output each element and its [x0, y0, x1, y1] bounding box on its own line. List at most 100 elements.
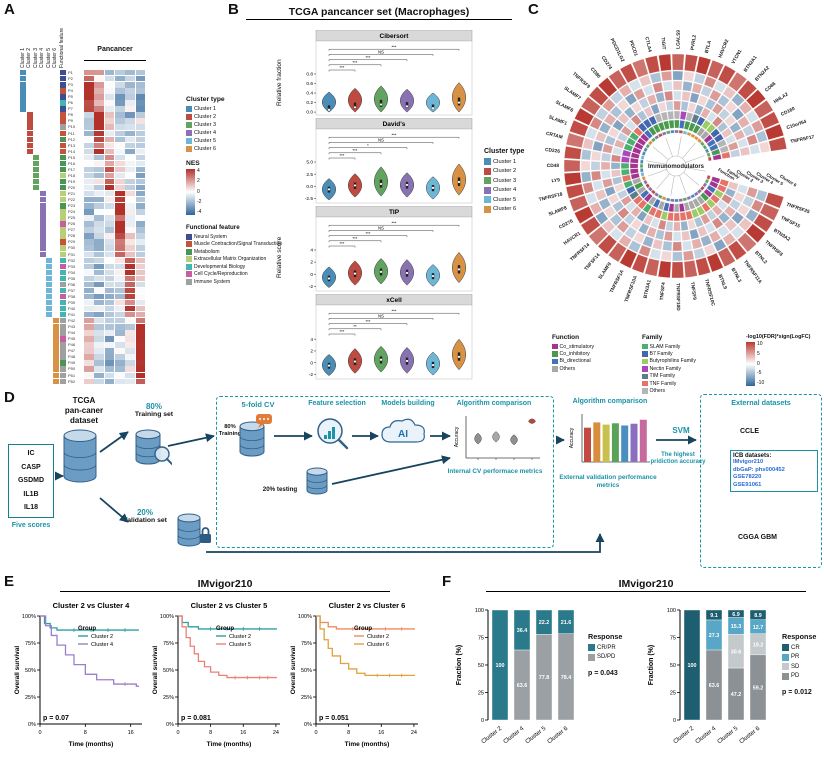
ellipse-el	[177, 513, 201, 523]
family-ring-cell	[648, 115, 658, 126]
km-y-label: Overall survival	[152, 646, 159, 695]
circos-center-label: Immunomodulators	[648, 164, 705, 170]
y-tick-label: 0.4	[306, 91, 313, 97]
inner-ring-cell	[678, 129, 684, 134]
violin-median	[405, 183, 409, 187]
legend-item: Cluster 1	[186, 105, 258, 113]
survival-curve	[40, 615, 139, 631]
path-el	[177, 535, 201, 540]
gene-label: TNFRSF17	[790, 134, 815, 145]
heatmap-cell	[135, 318, 146, 324]
inner-ring-cell	[686, 195, 692, 201]
heatmap-cell	[94, 263, 105, 270]
y-tick-label: 5.0	[306, 160, 313, 166]
heat-ring-cell	[683, 71, 695, 82]
km-legend-label: Cluster 2	[91, 634, 113, 640]
gene-label: CD160	[780, 106, 796, 118]
legend-item: Extracellular Matrix Organization	[186, 256, 300, 264]
feature-selection-label: Feature selection	[308, 400, 366, 407]
censor-mark	[265, 675, 270, 680]
heatmap-cell	[125, 360, 135, 366]
cluster-membership-cell	[39, 221, 46, 227]
function-ring-cell	[703, 188, 713, 198]
heat-ring-cell	[580, 160, 591, 172]
mini-y-label: Accuracy	[454, 426, 460, 447]
row-label: P19	[68, 178, 76, 184]
dendrogram-branch	[665, 137, 673, 157]
heatmap-cell	[94, 178, 105, 185]
heat-ring-cell	[652, 238, 663, 250]
heatmap-cell	[125, 221, 135, 227]
legend-swatch	[186, 122, 192, 128]
sig-label: ***	[340, 329, 345, 334]
gene-label: CD274	[600, 55, 613, 71]
family-ring-cell	[620, 156, 630, 163]
path-el	[135, 444, 161, 449]
heat-ring-cell	[602, 143, 614, 154]
sig-label: *	[367, 143, 369, 148]
heat-ring-cell	[574, 107, 595, 126]
heatmap-cell	[135, 281, 146, 288]
row-label: P7	[68, 106, 73, 112]
heat-ring-cell	[716, 121, 729, 133]
legend-label: Cluster 5	[194, 138, 217, 144]
violin-facet-cibersort: Cibersort 0.0 0.2 0.4 0.6 0.8 *** *** *** NS ***	[288, 29, 478, 118]
gene-label: SLAMF8	[548, 205, 568, 218]
heatmap-cell	[84, 293, 94, 300]
heat-ring-cell	[652, 82, 664, 94]
heat-ring-cell	[589, 201, 603, 216]
training-set-label: 80% Training set	[124, 402, 184, 418]
heatmap-cell	[114, 118, 125, 124]
facet-title: xCell	[386, 297, 402, 304]
sig-bracket	[328, 240, 382, 243]
heatmap-cell	[125, 354, 135, 360]
legend-item: Cluster 6	[484, 205, 550, 215]
heatmap-cell	[135, 305, 146, 312]
heatmap-cell	[125, 154, 135, 161]
gene-label: CD86	[764, 81, 778, 94]
family-ring-cell	[654, 113, 663, 123]
family-ring-cell	[713, 189, 724, 199]
sig-bracket	[328, 59, 408, 62]
div-el: 80%	[145, 402, 162, 411]
heat-ring-cell	[704, 221, 716, 234]
svg-el	[317, 418, 349, 450]
heat-ring-cell	[628, 78, 642, 92]
heatmap-cell	[94, 299, 105, 306]
feature-cell	[59, 251, 66, 257]
nes-tick: 2	[197, 178, 200, 185]
heat-ring-cell	[638, 97, 650, 110]
violin-facet-david's: David's -2.5 0.0 2.5 5.0 *** *** * NS ***	[288, 117, 478, 206]
legend-label: TIM Family	[649, 373, 676, 380]
y-tick-label: 0.8	[306, 72, 313, 78]
feature-cell	[59, 281, 66, 288]
inner-ring-cell	[665, 130, 671, 135]
legend-item: Immune System	[186, 278, 300, 286]
sig-bracket	[328, 64, 382, 67]
dendrogram-hub	[665, 155, 687, 177]
function-ring-cell	[708, 180, 719, 189]
heat-ring-cell	[729, 198, 742, 211]
sig-bracket	[328, 333, 356, 336]
violin-median	[457, 268, 461, 271]
row-label: P3	[68, 82, 73, 88]
heatmap-cell	[114, 263, 125, 270]
km-title: Cluster 2 vs Cluster 4	[53, 601, 131, 610]
legend-item: Cluster 5	[186, 137, 258, 145]
function-ring-cell	[683, 201, 691, 212]
heat-ring-cell	[711, 217, 724, 230]
accuracy-bar	[621, 425, 629, 462]
heatmap-cell	[94, 324, 105, 330]
heat-ring-cell	[591, 150, 602, 161]
heat-ring-cell	[581, 149, 592, 161]
cluster-membership-cell	[33, 160, 39, 167]
icb-dataset-name: GSE91061	[733, 481, 762, 488]
path-el	[177, 517, 201, 547]
ellipse-el	[135, 429, 161, 440]
legend-label: Cluster 1	[493, 158, 517, 165]
heat-ring-cell	[654, 229, 665, 241]
inner-ring-cell	[686, 131, 692, 137]
heat-ring-cell	[589, 116, 603, 130]
heatmap-cell	[135, 88, 146, 94]
function-ring-cell	[633, 181, 644, 190]
